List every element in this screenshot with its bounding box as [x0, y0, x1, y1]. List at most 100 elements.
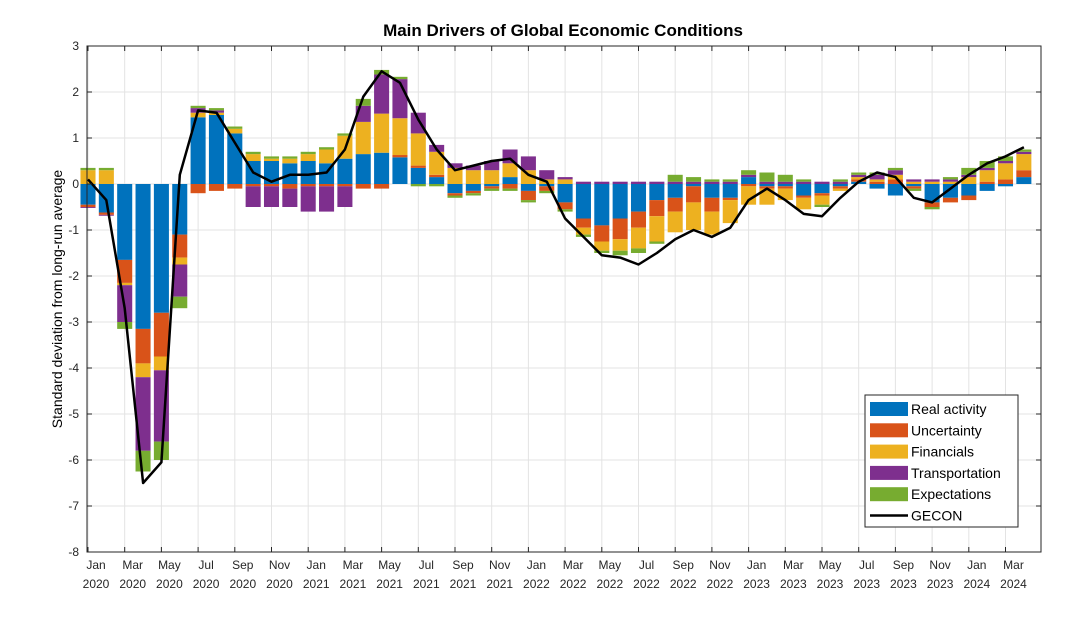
x-tick-label-month: Jul	[639, 558, 654, 572]
x-tick-label-year: 2022	[670, 577, 697, 591]
y-axis-label: Standard deviation from long-run average	[49, 170, 65, 429]
bar-real-activity	[686, 184, 702, 187]
bar-uncertainty	[245, 184, 261, 187]
bar-transportation	[410, 112, 426, 134]
x-tick-label-year: 2024	[1000, 577, 1027, 591]
bar-real-activity	[942, 184, 958, 198]
bar-real-activity	[465, 184, 481, 191]
legend-swatch	[870, 423, 908, 438]
bar-uncertainty	[520, 190, 536, 201]
bar-transportation	[704, 181, 720, 184]
legend-label: Real activity	[911, 401, 986, 417]
bar-expectations	[520, 200, 536, 203]
x-tick-label-year: 2022	[707, 577, 734, 591]
bar-financials	[759, 188, 775, 205]
bar-financials	[300, 154, 316, 161]
bar-transportation	[465, 165, 481, 171]
bar-uncertainty	[484, 186, 500, 189]
bar-financials	[594, 241, 610, 251]
bar-uncertainty	[300, 184, 316, 187]
bar-expectations	[594, 250, 610, 253]
bar-transportation	[979, 167, 995, 171]
x-tick-label-month: Sep	[673, 558, 695, 572]
x-tick-label-month: Mar	[122, 558, 143, 572]
legend-label: Expectations	[911, 486, 991, 502]
bar-transportation	[869, 174, 885, 180]
bar-transportation	[649, 181, 665, 184]
bar-uncertainty	[98, 212, 114, 215]
x-tick-label-month: Nov	[269, 558, 290, 572]
x-tick-label-year: 2021	[376, 577, 403, 591]
y-tick-label: 2	[72, 85, 79, 99]
bar-financials	[263, 158, 280, 161]
bar-uncertainty	[227, 184, 243, 189]
bar-transportation	[282, 188, 298, 207]
legend: Real activity Uncertainty Financials Transp…	[864, 394, 1019, 528]
bar-uncertainty	[979, 181, 995, 184]
bar-real-activity	[484, 184, 500, 187]
y-tick-label: -1	[68, 223, 79, 237]
x-tick-label-month: Nov	[709, 558, 730, 572]
bar-expectations	[796, 179, 812, 182]
bar-expectations	[172, 296, 188, 309]
bar-expectations	[429, 184, 445, 187]
bar-uncertainty	[741, 184, 757, 187]
bar-real-activity	[741, 177, 757, 184]
bar-real-activity	[722, 184, 738, 198]
x-tick-label-year: 2024	[963, 577, 990, 591]
bar-real-activity	[906, 184, 922, 187]
bar-expectations	[319, 147, 335, 150]
bar-real-activity	[520, 184, 536, 191]
x-tick-label-month: Jul	[198, 558, 213, 572]
bar-expectations	[649, 241, 665, 244]
bar-uncertainty	[704, 197, 720, 212]
bar-transportation	[887, 170, 903, 175]
y-tick-label: 1	[72, 131, 79, 145]
legend-swatch	[870, 444, 908, 459]
bar-uncertainty	[942, 197, 958, 203]
bar-uncertainty	[814, 193, 830, 196]
bar-financials	[869, 179, 885, 182]
bar-transportation	[98, 214, 114, 216]
bar-financials	[282, 158, 298, 164]
x-tick-label-month: Nov	[929, 558, 950, 572]
bar-uncertainty	[337, 184, 353, 187]
bar-uncertainty	[429, 174, 445, 178]
bar-financials	[575, 227, 591, 235]
bar-real-activity	[410, 167, 426, 184]
bar-expectations	[410, 184, 426, 187]
bar-financials	[520, 170, 536, 184]
bar-real-activity	[594, 184, 610, 226]
bar-financials	[319, 149, 335, 164]
legend-swatch	[870, 402, 908, 416]
bar-financials	[117, 282, 133, 286]
x-tick-label-month: Sep	[452, 558, 474, 572]
bar-real-activity	[447, 184, 463, 194]
bar-transportation	[924, 179, 940, 182]
bar-transportation	[263, 186, 280, 207]
bar-real-activity	[392, 157, 408, 184]
bar-transportation	[484, 161, 500, 171]
legend-swatch	[870, 465, 908, 480]
bar-uncertainty	[117, 259, 133, 283]
bar-real-activity	[759, 184, 775, 187]
bar-expectations	[667, 174, 683, 182]
x-tick-label-year: 2020	[119, 577, 146, 591]
bar-expectations	[906, 188, 922, 191]
bar-financials	[979, 170, 995, 182]
bar-real-activity	[337, 158, 353, 184]
x-tick-label-month: Sep	[893, 558, 915, 572]
gecon-line	[87, 70, 1025, 485]
bar-financials	[649, 216, 665, 242]
bar-uncertainty	[961, 195, 977, 201]
bar-real-activity	[1016, 177, 1032, 184]
bar-financials	[245, 154, 261, 161]
bar-expectations	[612, 250, 628, 256]
bar-real-activity	[429, 177, 445, 184]
bar-transportation	[741, 174, 757, 178]
bar-real-activity	[796, 184, 812, 196]
x-tick-label-month: Nov	[489, 558, 510, 572]
bar-uncertainty	[557, 202, 573, 210]
bar-uncertainty	[80, 204, 96, 207]
bar-uncertainty	[832, 186, 848, 189]
